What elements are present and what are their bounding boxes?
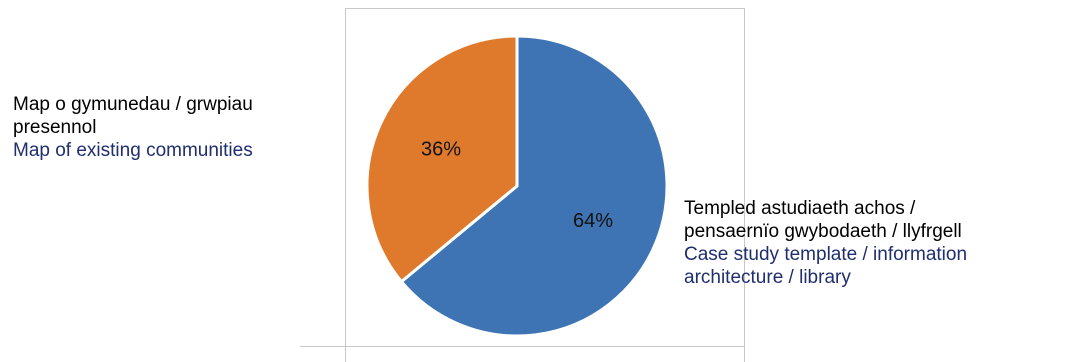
label-cy-line: Map o gymunedau / grwpiau	[13, 94, 253, 115]
label-cy-line: presennol	[13, 117, 97, 138]
legend-label-communities: Map o gymunedau / grwpiau presennol Map …	[13, 93, 343, 162]
label-en-line: Map of existing communities	[13, 140, 253, 161]
label-en-line: architecture / library	[684, 267, 851, 288]
pie-slice-value-label-0: 64%	[573, 210, 613, 232]
legend-label-case-study: Templed astudiaeth achos / pensaernïo gw…	[684, 197, 1074, 289]
label-cy-line: Templed astudiaeth achos /	[684, 198, 916, 219]
pie-slice-value-label-1: 36%	[421, 139, 461, 161]
pie-slice-1	[365, 34, 519, 284]
label-en-line: Case study template / information	[684, 244, 968, 265]
chart-frame	[345, 8, 745, 362]
pie-slice-0	[399, 34, 669, 338]
chart-frame-bottom	[300, 346, 745, 347]
label-cy-line: pensaernïo gwybodaeth / llyfrgell	[684, 221, 962, 242]
